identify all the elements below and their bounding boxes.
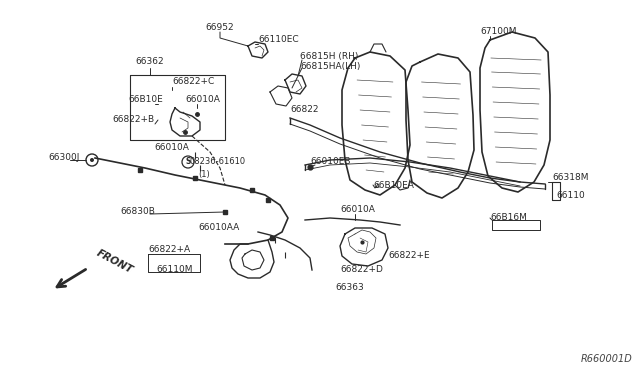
Text: 66822+E: 66822+E xyxy=(388,251,429,260)
Text: 66363: 66363 xyxy=(335,283,364,292)
Text: 67100M: 67100M xyxy=(480,28,516,36)
Text: 66B10E: 66B10E xyxy=(128,96,163,105)
Text: (1): (1) xyxy=(198,170,210,179)
Text: 66830B: 66830B xyxy=(120,208,155,217)
Text: 66318M: 66318M xyxy=(552,173,589,183)
Text: S: S xyxy=(186,157,191,167)
Text: 66010A: 66010A xyxy=(185,96,220,105)
Text: 66815H (RH): 66815H (RH) xyxy=(300,51,358,61)
Text: 66B10EA: 66B10EA xyxy=(373,180,414,189)
Text: 66815HA(LH): 66815HA(LH) xyxy=(300,61,360,71)
Text: R660001D: R660001D xyxy=(580,354,632,364)
Text: 66010A: 66010A xyxy=(340,205,375,215)
Text: FRONT: FRONT xyxy=(95,248,135,276)
Text: 66822+D: 66822+D xyxy=(340,266,383,275)
Circle shape xyxy=(90,158,94,162)
Text: 66822+B: 66822+B xyxy=(112,115,154,125)
Text: 66110M: 66110M xyxy=(156,266,193,275)
Text: 66010EB: 66010EB xyxy=(310,157,351,167)
Text: 66300J: 66300J xyxy=(48,154,79,163)
Text: 66010AA: 66010AA xyxy=(198,224,239,232)
Text: 66822: 66822 xyxy=(290,106,319,115)
Text: 66110: 66110 xyxy=(556,192,585,201)
Text: 08236-61610: 08236-61610 xyxy=(190,157,246,167)
Text: 66362: 66362 xyxy=(136,58,164,67)
Text: 66822+C: 66822+C xyxy=(172,77,214,87)
Text: 66952: 66952 xyxy=(205,23,234,32)
Text: 66822+A: 66822+A xyxy=(148,246,190,254)
Text: 66110EC: 66110EC xyxy=(258,35,299,45)
Text: 66010A: 66010A xyxy=(155,144,189,153)
Text: 66B16M: 66B16M xyxy=(490,214,527,222)
